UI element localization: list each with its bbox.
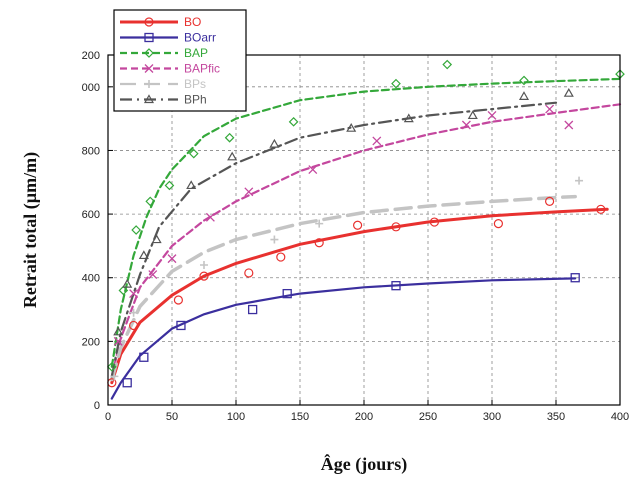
data-point-bap (118, 285, 129, 296)
data-point-boarr (139, 352, 149, 362)
data-point-bph (113, 326, 124, 336)
data-point-bo (244, 268, 254, 278)
data-point-bap (442, 59, 453, 70)
legend-marker-bph (143, 94, 155, 104)
data-point-bo (429, 217, 439, 227)
data-point-boarr (122, 378, 132, 388)
y-tick-label: 600 (82, 209, 100, 221)
data-point-bapfic (564, 120, 574, 130)
legend-marker-bps (145, 80, 153, 88)
data-point-bps (129, 308, 138, 317)
legend-marker-bo (144, 17, 154, 27)
y-tick-label: 0 (94, 400, 100, 412)
data-point-bapfic (205, 212, 215, 222)
data-point-bap (224, 132, 235, 143)
x-axis-title: Âge (jours) (321, 453, 407, 475)
data-point-bph (518, 91, 530, 100)
x-tick-label: 250 (419, 411, 437, 423)
data-point-bapfic (545, 104, 555, 114)
data-point-boarr (570, 273, 580, 283)
data-point-bph (467, 110, 478, 120)
data-point-bapfic (244, 187, 254, 197)
x-tick-label: 200 (355, 411, 373, 423)
data-point-bph (122, 278, 133, 288)
data-point-bo (596, 204, 606, 214)
legend-marker-boarr (144, 32, 154, 43)
data-point-bps (270, 235, 279, 244)
data-point-bap (391, 78, 401, 89)
data-point-bph (227, 151, 238, 161)
y-tick-label: 400 (82, 273, 100, 285)
data-point-bapfic (372, 136, 382, 146)
data-point-bph (346, 122, 357, 132)
data-point-bph (151, 234, 162, 244)
data-point-bo (129, 320, 139, 331)
data-point-boarr (176, 320, 186, 331)
data-point-bapfic (129, 289, 139, 299)
data-point-bps (110, 372, 119, 381)
data-point-bap (288, 116, 299, 127)
data-point-bo (173, 295, 183, 305)
legend-label-bps: BPs (184, 77, 206, 91)
data-point-bps (315, 219, 324, 228)
data-point-boarr (247, 304, 258, 315)
series-line-boarr (110, 277, 577, 400)
data-point-bapfic (113, 336, 123, 346)
y-tick-label: 200 (82, 336, 100, 348)
data-point-bapfic (308, 165, 318, 175)
x-tick-label: 100 (227, 411, 245, 423)
series-line-bph (110, 101, 558, 378)
data-point-bap (106, 361, 117, 372)
data-point-bo (314, 238, 324, 248)
legend-marker-bap (144, 48, 154, 58)
data-point-bap (131, 225, 142, 235)
data-point-bph (186, 180, 197, 190)
data-point-bo (391, 222, 401, 232)
data-point-bap (519, 75, 529, 86)
y-tick-label: 200 (82, 50, 100, 62)
data-point-bo (544, 196, 555, 206)
data-point-bo (276, 252, 286, 262)
data-point-bph (563, 87, 574, 97)
x-tick-label: 400 (611, 411, 629, 423)
data-point-bph (269, 138, 280, 148)
x-tick-label: 0 (105, 411, 111, 423)
x-tick-label: 50 (166, 411, 178, 423)
series-line-bap (110, 77, 622, 368)
series-line-bapfic (110, 103, 622, 378)
legend-marker-bapfic (144, 64, 154, 73)
x-tick-label: 300 (483, 411, 501, 423)
data-point-bapfic (461, 120, 471, 130)
data-point-bo (493, 219, 503, 229)
data-point-bo (353, 220, 363, 230)
data-point-bph (138, 250, 149, 260)
data-point-bapfic (487, 110, 497, 120)
y-tick-label: 800 (82, 145, 100, 157)
data-point-boarr (391, 281, 401, 291)
axis-ticks: 0 50 100 150 200 250 300 350 400 0 200 400 600 800 000… (82, 50, 630, 423)
legend-label-bph: BPh (184, 93, 207, 107)
data-point-bps (200, 261, 208, 269)
data-point-bapfic (167, 254, 177, 264)
data-point-bap (145, 196, 156, 207)
grid (108, 55, 620, 405)
data-point-bapfic (148, 270, 158, 280)
legend-box (113, 9, 247, 112)
y-axis-title: Retrait total (µm/m) (20, 152, 41, 308)
legend-label-bapfic: BAPfic (184, 62, 220, 76)
legend-label-boarr: BOarr (184, 31, 216, 45)
x-tick-label: 150 (291, 411, 309, 423)
data-point-boarr (282, 288, 292, 299)
data-point-bap (164, 180, 175, 191)
data-point-bps (575, 176, 584, 185)
data-point-bo (199, 271, 209, 281)
y-tick-label: 000 (82, 82, 100, 94)
legend-label-bap: BAP (184, 46, 208, 60)
data-point-bph (403, 113, 414, 123)
x-tick-label: 350 (547, 411, 565, 423)
legend-label-bo: BO (184, 15, 201, 29)
data-point-bap (188, 148, 199, 159)
